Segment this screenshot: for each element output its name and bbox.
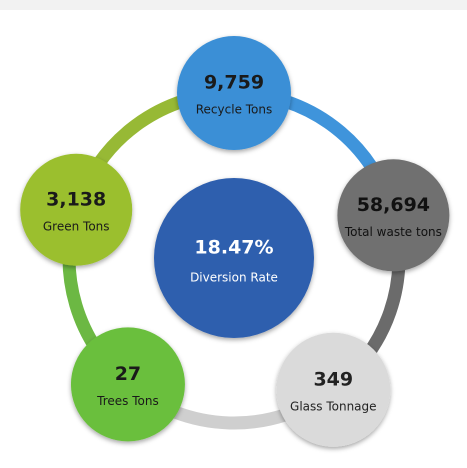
node-label: Trees Tons xyxy=(96,394,159,408)
center-label: Diversion Rate xyxy=(190,271,278,285)
node-circle xyxy=(177,36,291,150)
node-label: Total waste tons xyxy=(344,225,442,239)
center-circle xyxy=(154,178,314,338)
node-value: 27 xyxy=(115,363,141,385)
node-value: 3,138 xyxy=(46,188,106,210)
node-label: Glass Tonnage xyxy=(290,399,377,413)
node-value: 58,694 xyxy=(357,194,430,216)
nodes: 18.47% Diversion Rate 9,759 Recycle Tons 58,… xyxy=(20,36,450,447)
node-value: 9,759 xyxy=(204,72,264,94)
center-value: 18.47% xyxy=(194,237,273,259)
node-circle xyxy=(337,159,450,272)
node-label: Green Tons xyxy=(43,219,110,233)
top-strip xyxy=(0,0,467,10)
node-circle xyxy=(70,327,185,442)
node-circle xyxy=(20,153,133,266)
node-label: Recycle Tons xyxy=(196,103,273,117)
node-circle xyxy=(276,332,391,447)
node-value: 349 xyxy=(313,368,353,390)
